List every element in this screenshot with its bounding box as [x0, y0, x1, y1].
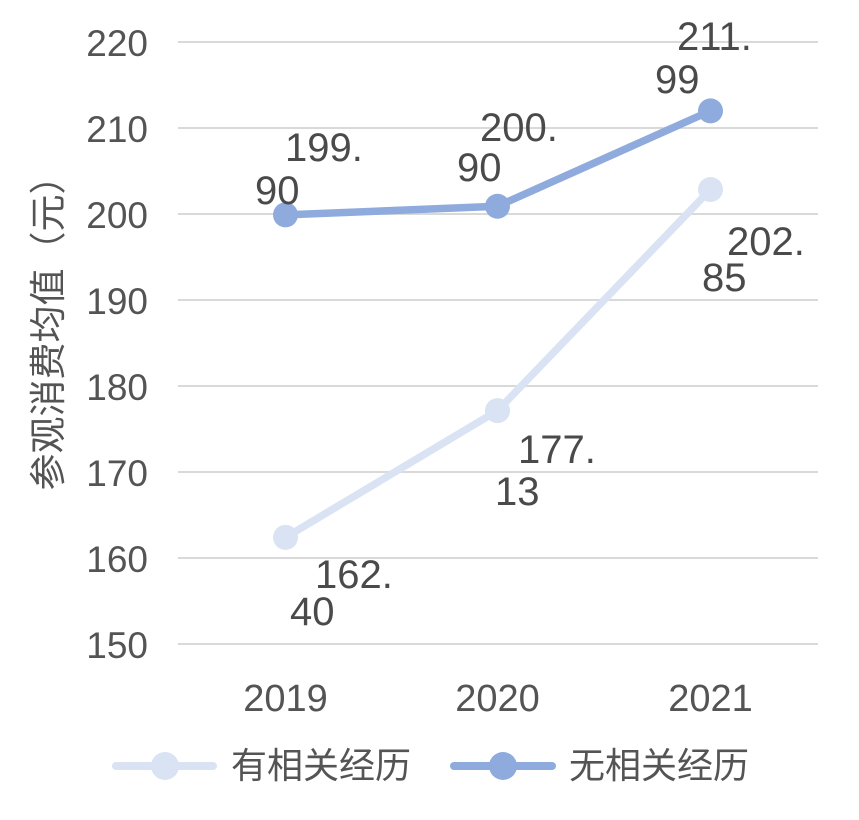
- data-label: 200.: [480, 106, 558, 150]
- y-tick-label: 200: [86, 195, 148, 236]
- data-label: 90: [255, 169, 300, 213]
- data-label: 40: [290, 590, 335, 634]
- data-point[interactable]: [485, 193, 510, 219]
- data-label: 13: [495, 470, 540, 514]
- x-category-label: 2021: [668, 678, 753, 720]
- data-label: 162.: [315, 553, 393, 597]
- legend-label: 有相关经历: [231, 745, 412, 786]
- x-category-label: 2020: [455, 678, 540, 720]
- data-point[interactable]: [698, 98, 723, 124]
- y-tick-label: 180: [86, 367, 148, 408]
- legend-label: 无相关经历: [569, 745, 750, 786]
- data-label: 177.: [518, 428, 596, 472]
- data-label: 199.: [285, 126, 363, 170]
- data-label: 90: [457, 146, 502, 190]
- legend-marker-icon: [150, 752, 179, 780]
- y-tick-label: 170: [86, 453, 148, 494]
- y-tick-label: 190: [86, 281, 148, 322]
- data-point[interactable]: [698, 176, 723, 202]
- data-label: 99: [655, 58, 700, 102]
- data-point[interactable]: [273, 524, 298, 550]
- data-label: 202.: [727, 220, 805, 264]
- x-category-label: 2019: [243, 678, 328, 720]
- data-point[interactable]: [273, 202, 298, 228]
- y-tick-label: 160: [86, 539, 148, 580]
- legend-marker-icon: [489, 752, 517, 780]
- data-label: 211.: [677, 15, 752, 59]
- data-point[interactable]: [485, 398, 510, 424]
- y-tick-label: 220: [86, 23, 148, 64]
- y-tick-label: 150: [86, 625, 148, 666]
- data-label: 85: [702, 256, 747, 300]
- y-tick-label: 210: [86, 109, 148, 150]
- y-axis-title: 参观消费均值（元）: [28, 157, 69, 491]
